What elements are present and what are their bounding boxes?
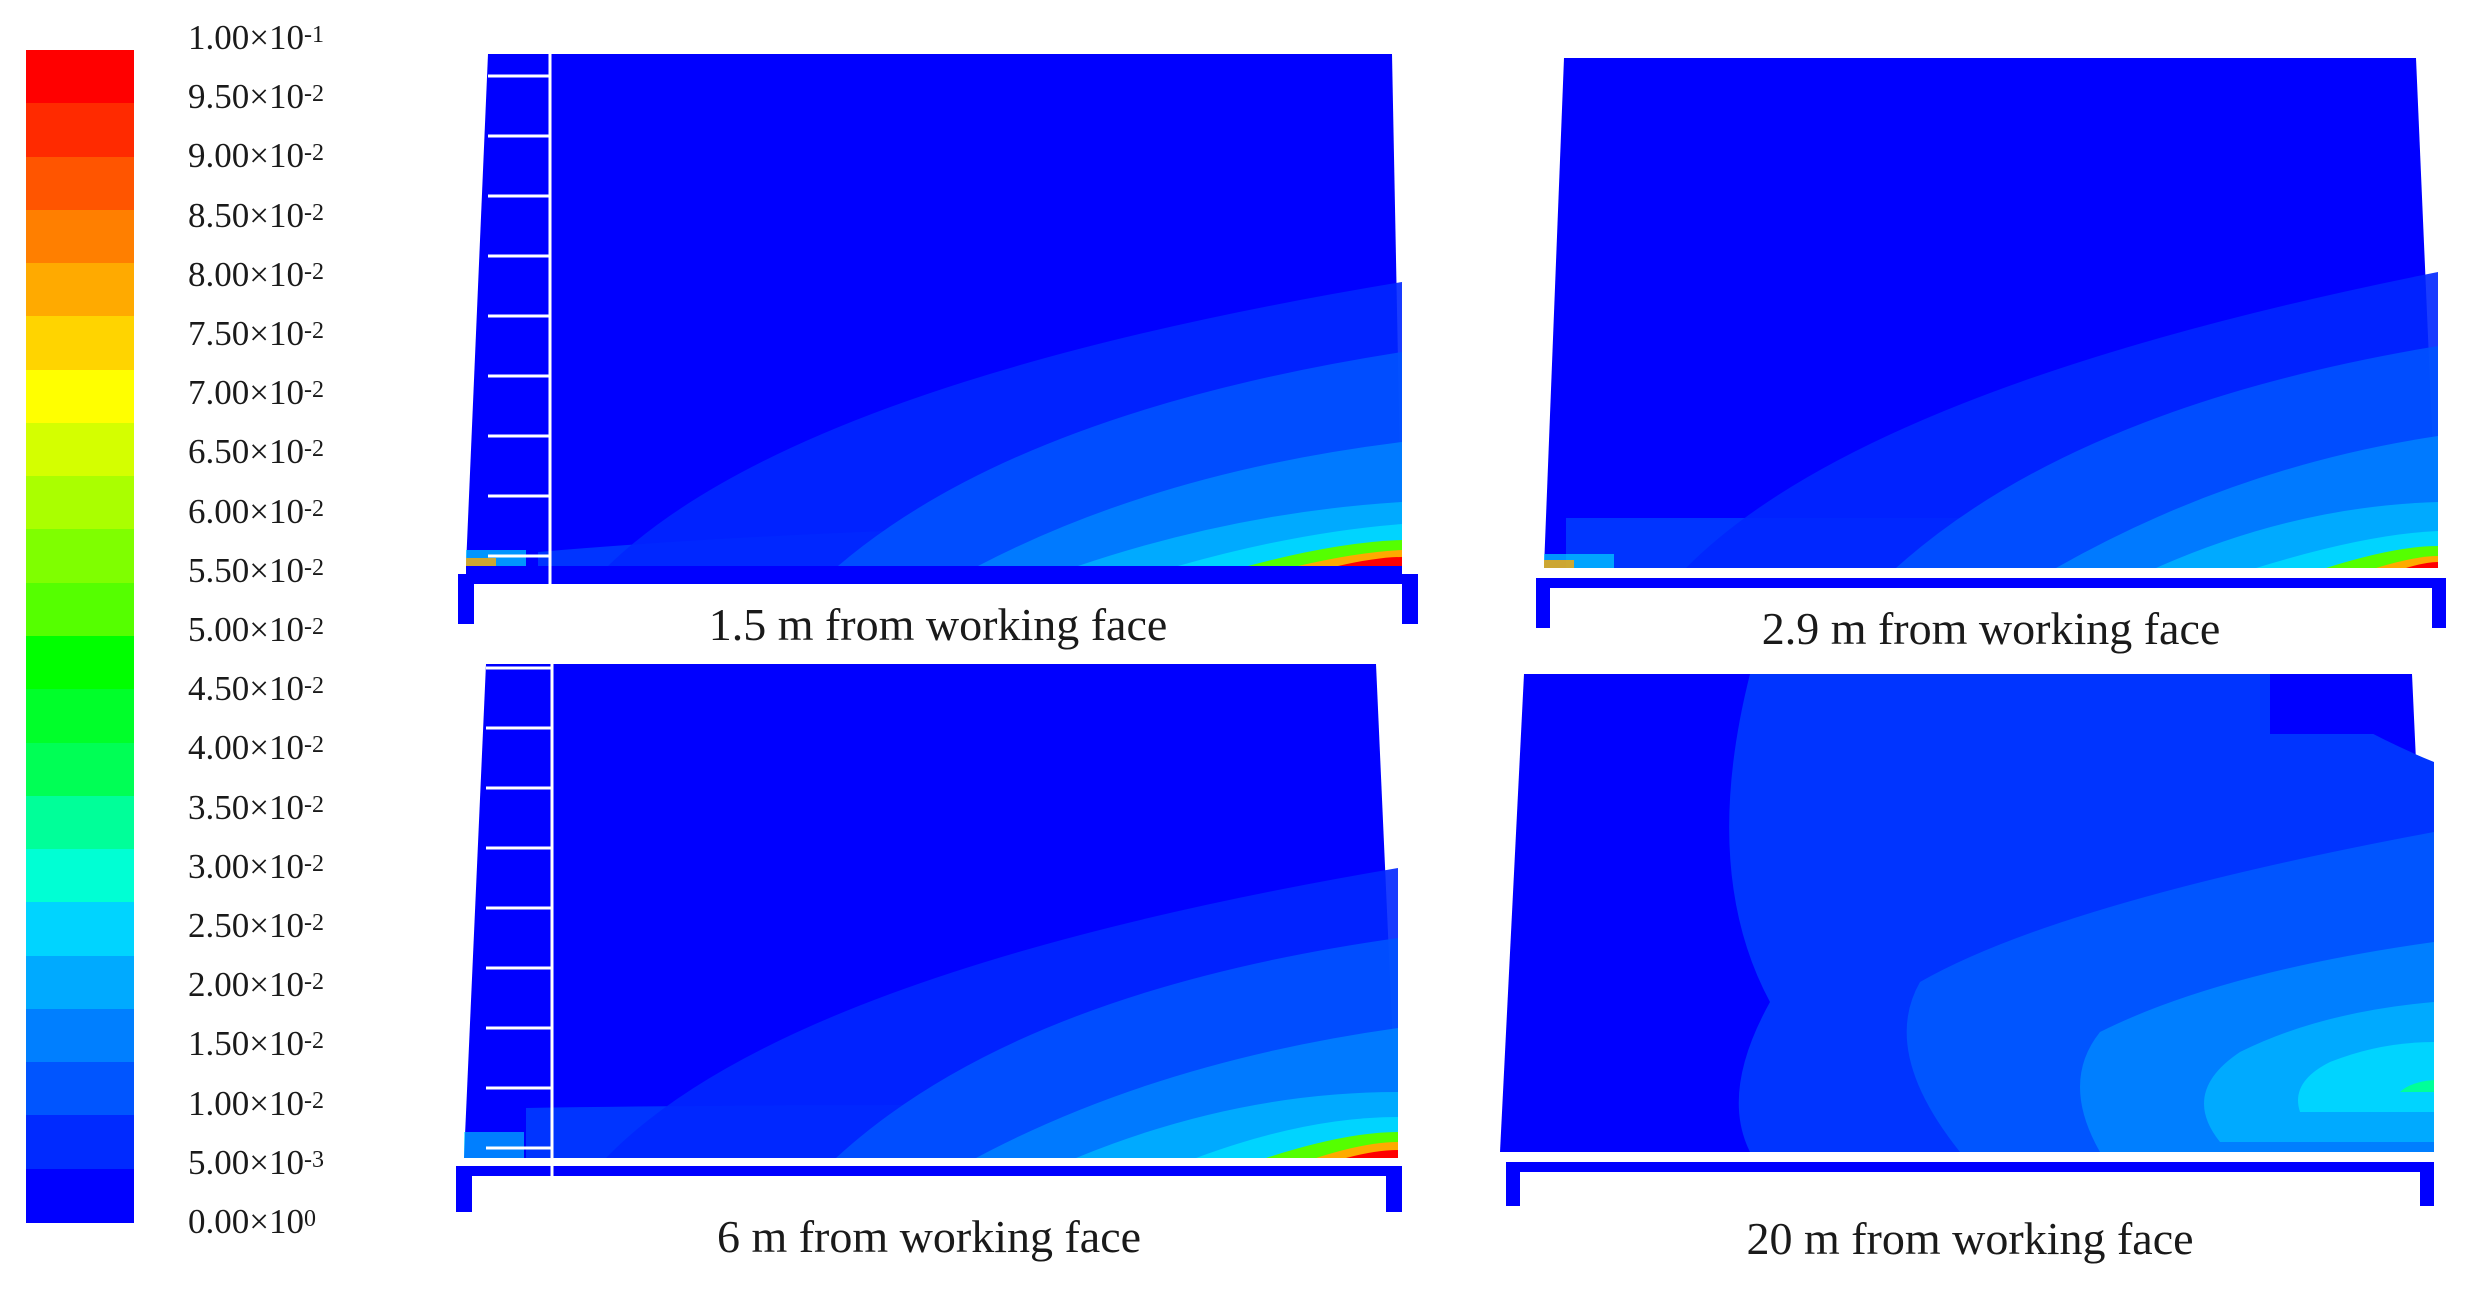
color-swatch xyxy=(26,103,134,158)
scale-tick-label: 9.00×10-2 xyxy=(188,136,324,176)
contour-panel-20m xyxy=(1500,672,2440,1212)
scale-tick-label: 6.50×10-2 xyxy=(188,432,324,472)
color-swatch xyxy=(26,369,134,424)
scale-tick-label: 5.00×10-2 xyxy=(188,610,324,649)
panel-caption-6m: 6 m from working face xyxy=(716,1211,1142,1262)
scale-tick-label: 9.50×10-2 xyxy=(188,77,324,117)
scale-tick-label: 8.00×10-2 xyxy=(188,254,324,294)
color-swatch xyxy=(26,156,134,211)
scale-tick-label: 2.00×10-2 xyxy=(188,965,324,1005)
scale-tick-label: 4.00×10-2 xyxy=(188,728,324,768)
color-swatch xyxy=(26,849,134,904)
color-swatch xyxy=(26,1008,134,1064)
panel-caption-1-5m: 1.5 m from working face xyxy=(708,599,1168,650)
contour-plot-6m xyxy=(456,664,1402,1212)
scale-tick-label: 5.50×10-2 xyxy=(188,550,324,590)
scale-tick-label: 4.50×10-2 xyxy=(188,669,324,709)
color-swatch xyxy=(26,476,134,531)
contour-panel-1-5m xyxy=(458,52,1418,632)
color-swatch xyxy=(26,50,134,105)
scale-tick-label: 1.00×10-1 xyxy=(188,18,324,57)
scale-tick-label: 8.50×10-2 xyxy=(188,195,324,235)
color-swatch xyxy=(26,422,134,478)
color-swatch xyxy=(26,529,134,584)
scale-tick-label: 7.00×10-2 xyxy=(188,373,324,413)
color-swatch xyxy=(26,316,134,371)
contour-plot-1-5m xyxy=(458,54,1418,624)
color-swatch xyxy=(26,263,134,318)
contour-panel-6m xyxy=(456,662,1402,1212)
scale-tick-label: 1.00×10-2 xyxy=(188,1083,324,1123)
scale-tick-label: 6.00×10-2 xyxy=(188,491,324,531)
scale-tick-label: 3.00×10-2 xyxy=(188,846,324,886)
color-swatch xyxy=(26,1168,134,1223)
color-scale-bar xyxy=(26,50,134,1223)
scale-tick-label: 7.50×10-2 xyxy=(188,314,324,353)
scale-tick-label: 3.50×10-2 xyxy=(188,787,324,827)
color-swatch xyxy=(26,1115,134,1170)
color-swatch xyxy=(26,689,134,744)
color-swatch xyxy=(26,1062,134,1117)
scale-tick-label: 1.50×10-2 xyxy=(188,1024,324,1064)
contour-plot-2-9m xyxy=(1536,58,2446,628)
panel-caption-2-9m: 2.9 m from working face xyxy=(1761,603,2221,654)
color-swatch xyxy=(26,902,134,957)
scale-tick-label: 5.00×10-3 xyxy=(188,1142,324,1182)
color-swatch xyxy=(26,582,134,637)
scale-tick-label: 0.00×100 xyxy=(188,1202,316,1241)
contour-plot-20m xyxy=(1500,674,2434,1206)
color-swatch xyxy=(26,795,134,851)
color-swatch xyxy=(26,742,134,797)
color-swatch xyxy=(26,636,134,691)
color-swatch xyxy=(26,209,134,265)
scale-tick-label: 2.50×10-2 xyxy=(188,906,324,945)
contour-panel-2-9m xyxy=(1536,56,2446,636)
color-swatch xyxy=(26,955,134,1010)
panel-caption-20m: 20 m from working face xyxy=(1746,1213,2194,1264)
